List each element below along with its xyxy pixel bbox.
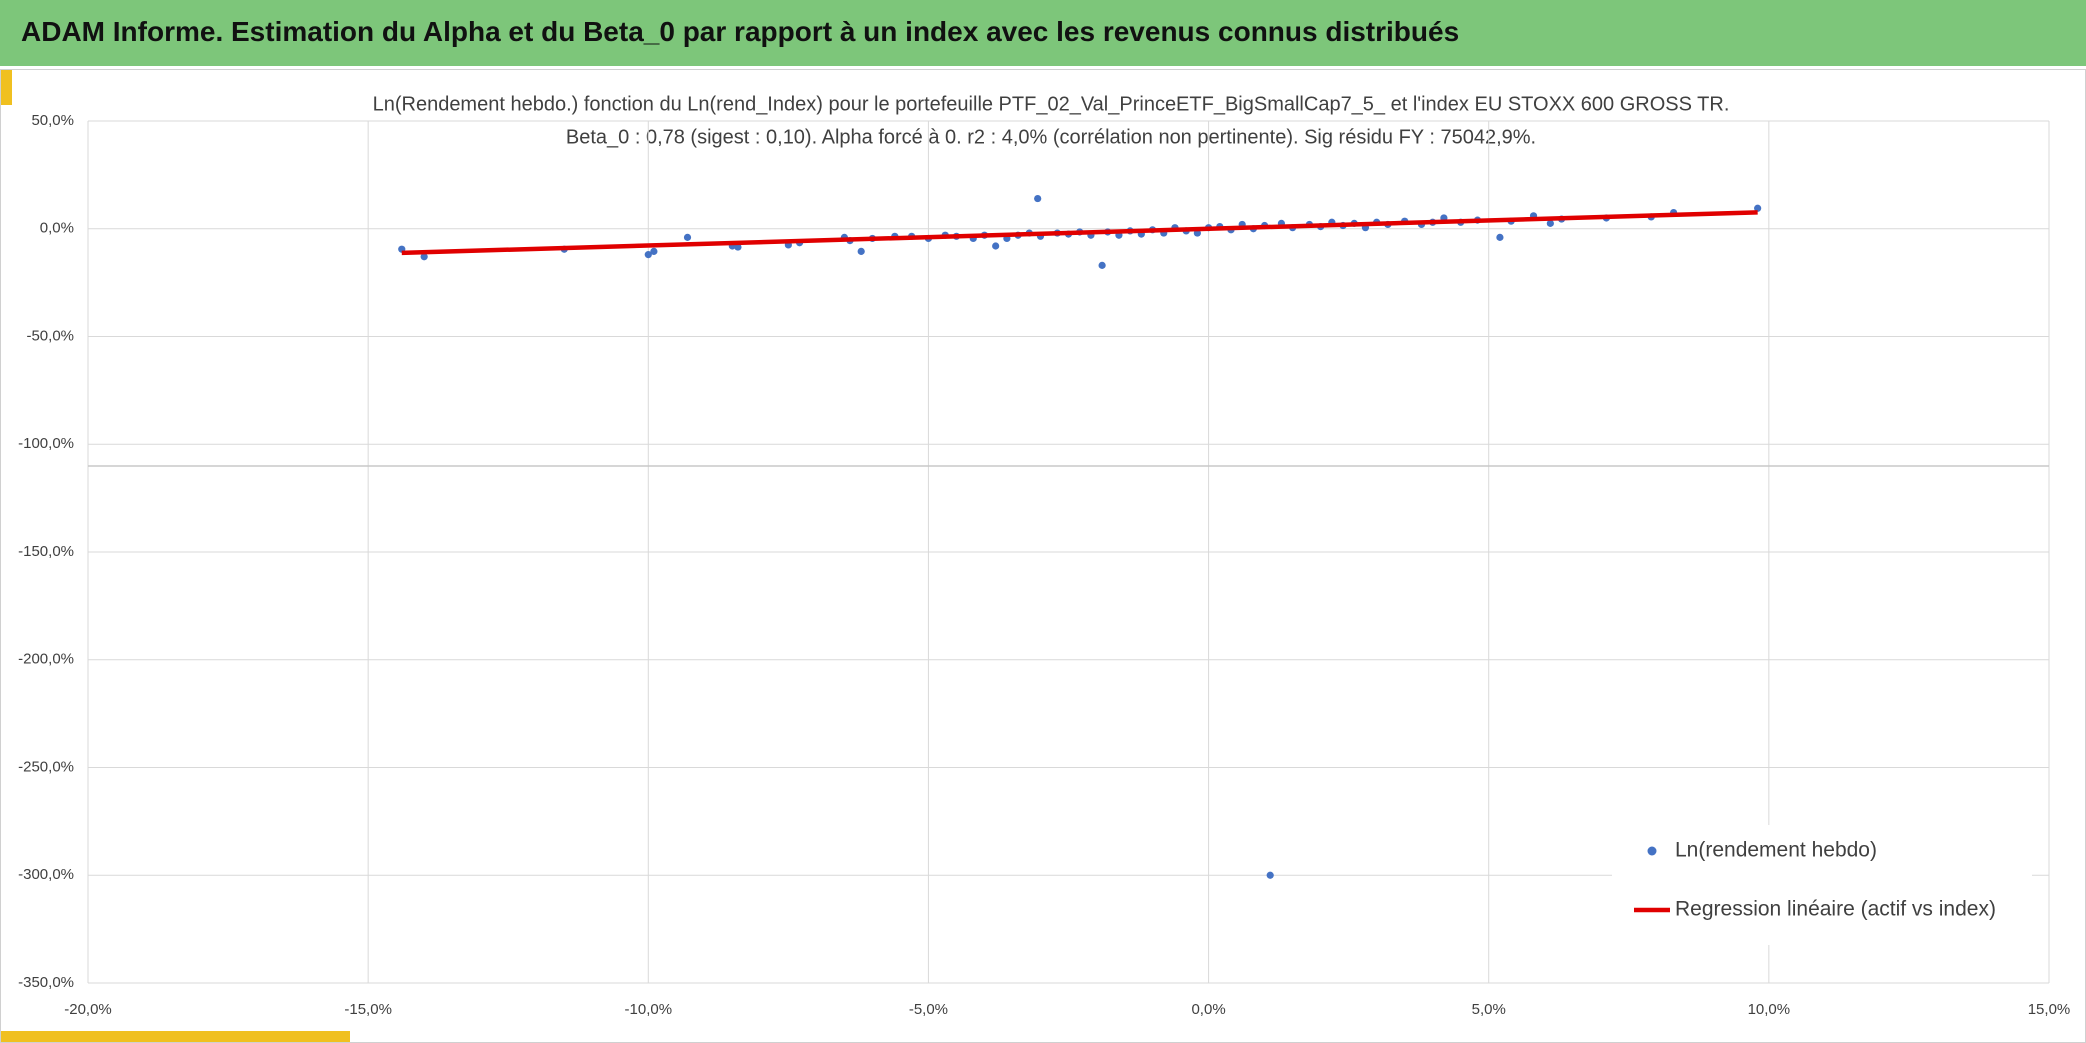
y-tick-label: -250,0% [18,758,74,775]
corner-accent [0,69,12,105]
y-tick-label: -100,0% [18,435,74,452]
y-tick-label: -300,0% [18,866,74,883]
y-tick-label: 0,0% [40,220,74,237]
y-tick-label: -200,0% [18,651,74,668]
x-tick-label: 10,0% [1748,1001,1791,1018]
chart-subtitle: Beta_0 : 0,78 (sigest : 0,10). Alpha for… [566,126,1536,148]
y-tick-label: -150,0% [18,543,74,560]
chart-title: Ln(Rendement hebdo.) fonction du Ln(rend… [373,93,1730,115]
y-tick-label: -350,0% [18,974,74,991]
data-point [1546,219,1554,227]
header-title: ADAM Informe. Estimation du Alpha et du … [21,16,1460,47]
data-point [1496,233,1504,241]
data-point [992,242,1000,250]
x-tick-label: -20,0% [64,1001,112,1018]
x-tick-label: 15,0% [2028,1001,2071,1018]
x-tick-label: -10,0% [625,1001,673,1018]
data-point [734,243,742,251]
x-tick-label: 5,0% [1472,1001,1506,1018]
corner-accent [0,1031,350,1043]
data-point [650,247,658,255]
data-point [857,247,865,255]
data-point [420,253,428,261]
data-point [683,233,692,241]
x-tick-label: -5,0% [909,1001,948,1018]
y-tick-label: -50,0% [26,327,74,344]
legend-label: Regression linéaire (actif vs index) [1675,898,1996,921]
legend-marker [1647,846,1657,856]
x-tick-label: 0,0% [1191,1001,1225,1018]
header-bar: ADAM Informe. Estimation du Alpha et du … [0,0,2086,69]
legend-box [1612,825,2032,945]
data-point [1098,261,1106,269]
legend-label: Ln(rendement hebdo) [1675,839,1877,862]
data-point [644,251,652,259]
data-point [1034,194,1042,203]
data-point [1266,871,1274,879]
x-tick-label: -15,0% [344,1001,392,1018]
y-tick-label: 50,0% [31,112,74,129]
data-point [1754,204,1762,212]
regression-line [401,210,1758,256]
